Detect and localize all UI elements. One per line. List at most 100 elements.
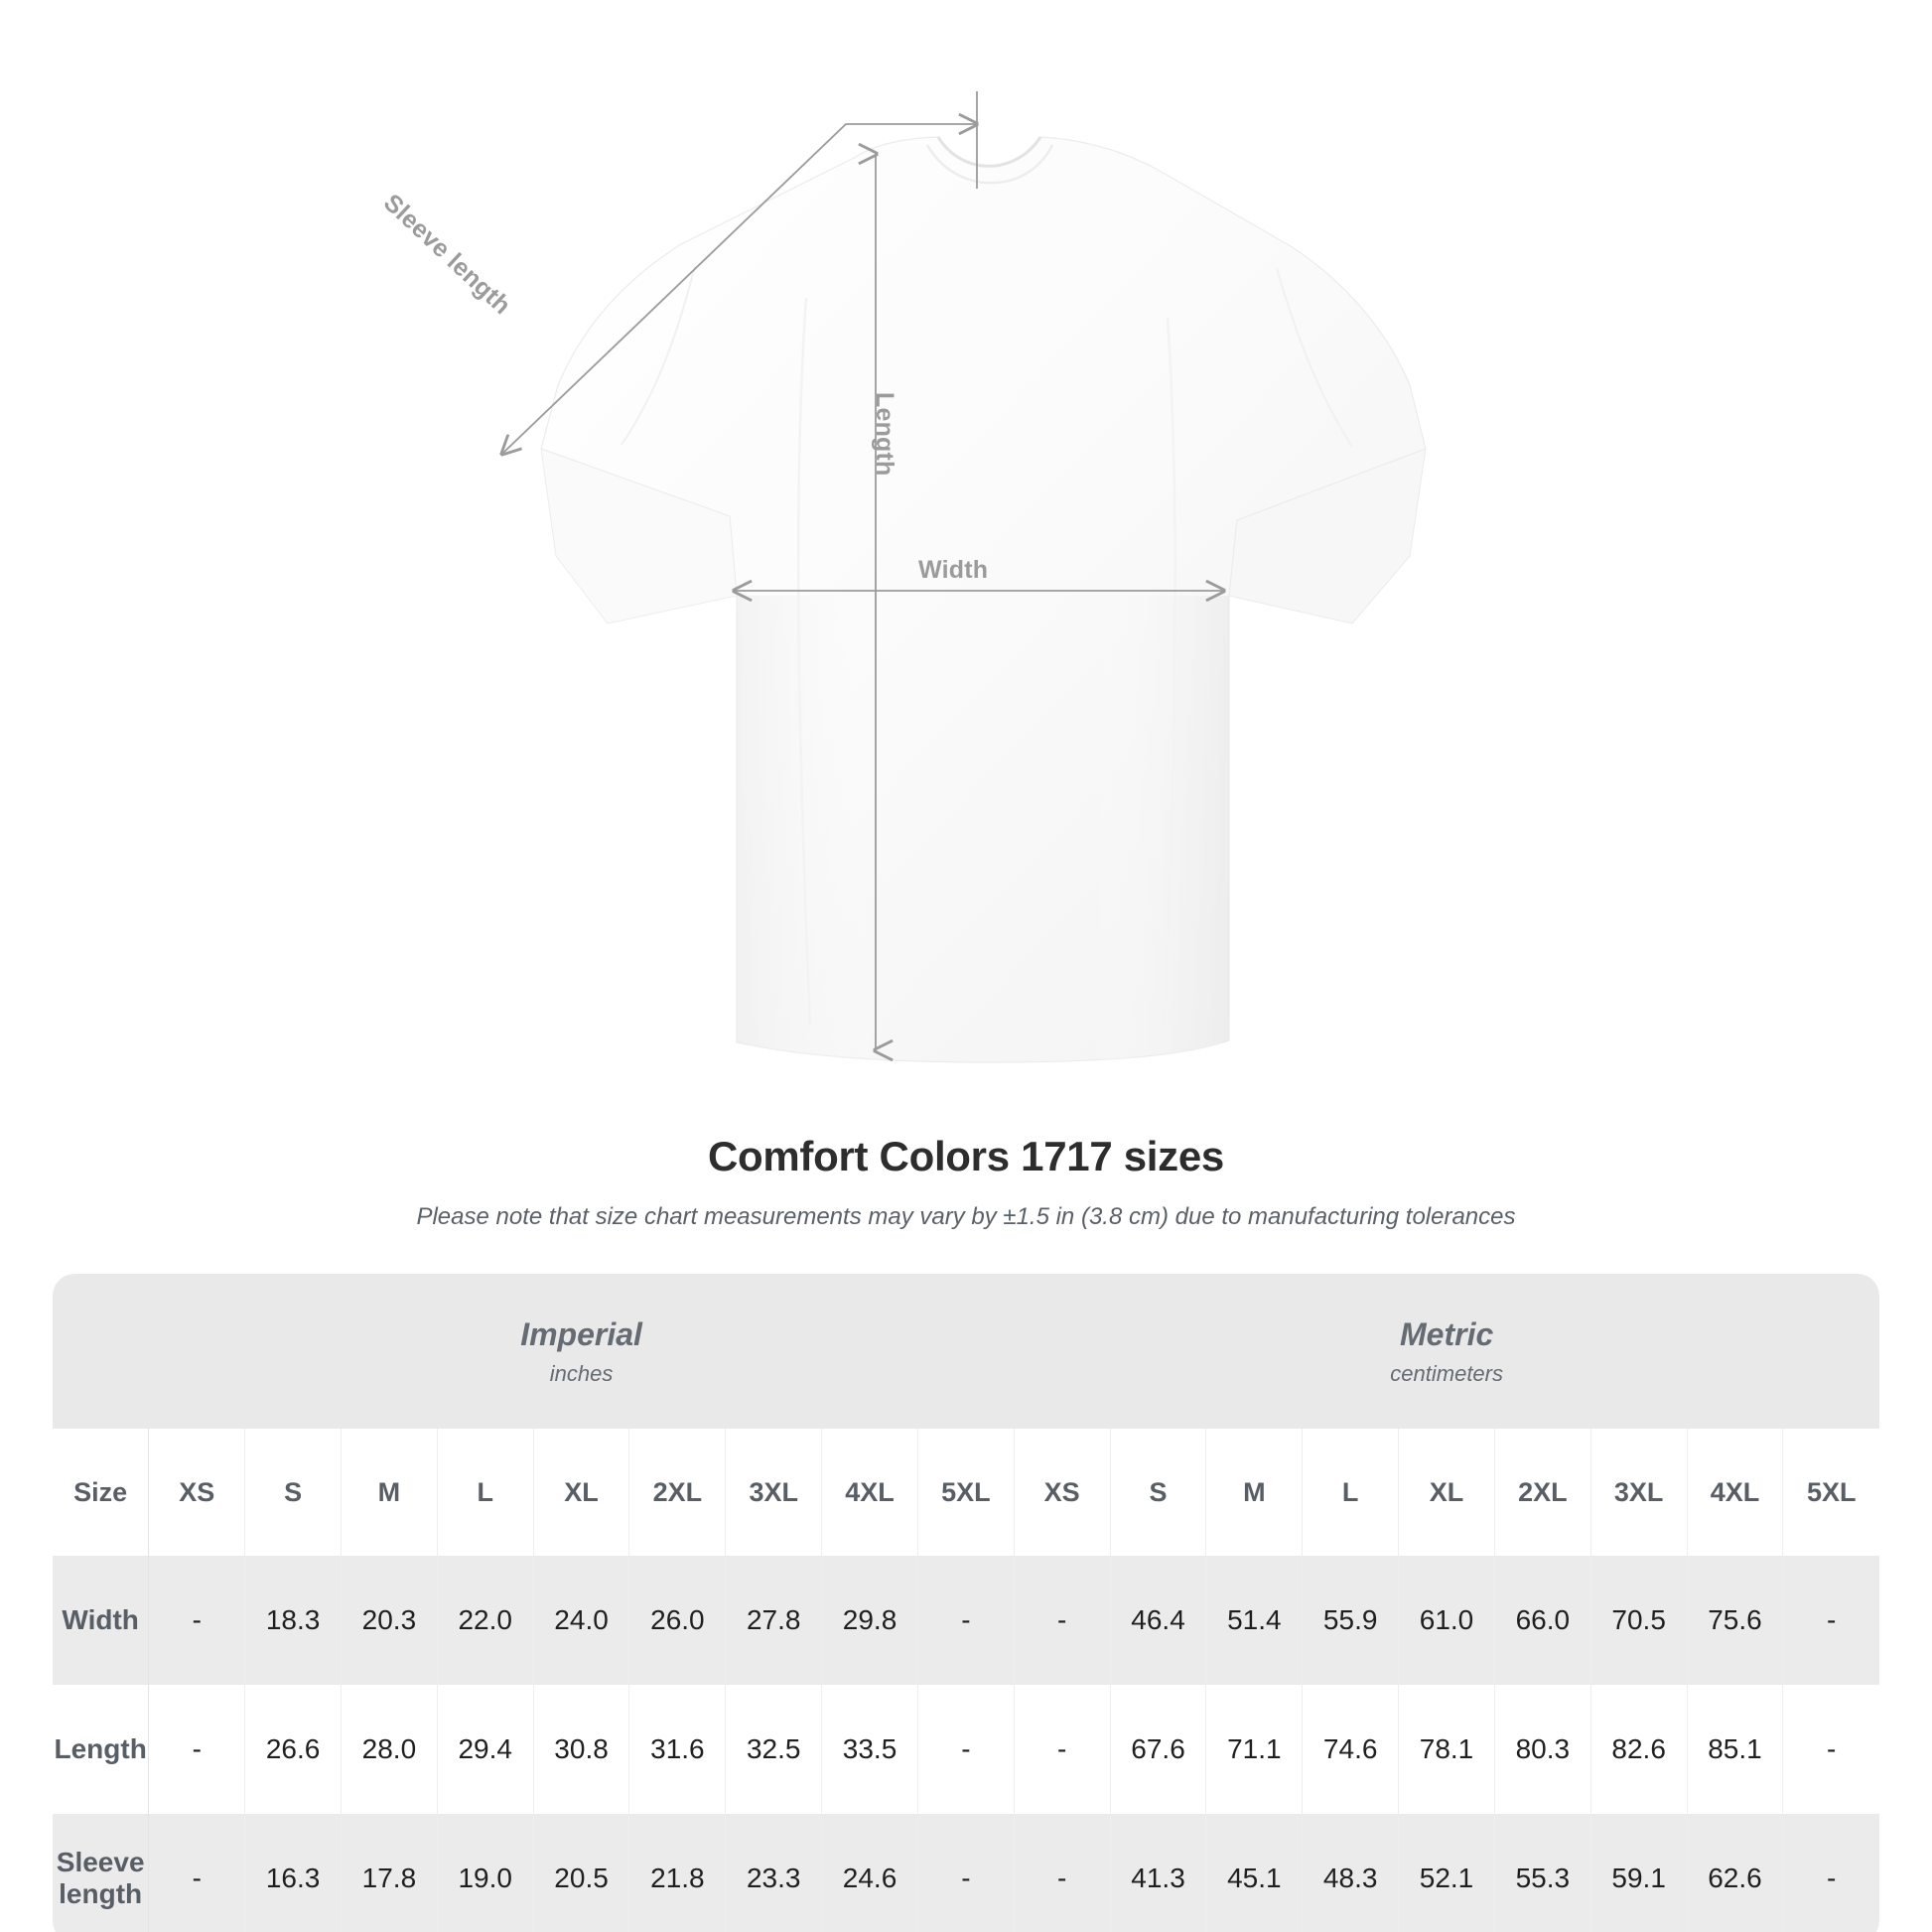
size-header-metric-xl: XL: [1398, 1429, 1495, 1556]
size-header-imperial-4xl: 4XL: [821, 1429, 918, 1556]
size-header-metric-s: S: [1110, 1429, 1207, 1556]
cell-sleeve-metric-s: 41.3: [1110, 1814, 1207, 1932]
cell-length-metric-5xl: -: [1782, 1685, 1879, 1814]
row-label-length: Length: [53, 1685, 150, 1814]
size-header-imperial-l: L: [437, 1429, 534, 1556]
cell-length-metric-xs: -: [1013, 1685, 1111, 1814]
tshirt-diagram: Sleeve length Length Width: [0, 91, 1427, 1063]
size-header-metric-m: M: [1205, 1429, 1304, 1556]
cell-sleeve-metric-4xl: 62.6: [1687, 1814, 1784, 1932]
cell-length-imperial-2xl: 31.6: [628, 1685, 727, 1814]
cell-width-imperial-s: 18.3: [244, 1556, 342, 1685]
size-header-metric-xs: XS: [1013, 1429, 1111, 1556]
cell-sleeve-imperial-l: 19.0: [437, 1814, 534, 1932]
size-header-imperial-xl: XL: [533, 1429, 630, 1556]
unit-sub-metric: centimeters: [1390, 1360, 1503, 1386]
unit-header-imperial: Imperial inches: [148, 1274, 1015, 1429]
size-table-container: Imperial inches Metric centimeters Size …: [53, 1274, 1879, 1932]
width-label: Width: [918, 556, 989, 584]
cell-sleeve-metric-l: 48.3: [1302, 1814, 1400, 1932]
cell-width-metric-4xl: 75.6: [1687, 1556, 1784, 1685]
tshirt-illustration: [0, 91, 1427, 1063]
cell-length-imperial-l: 29.4: [437, 1685, 534, 1814]
size-header-imperial-s: S: [244, 1429, 342, 1556]
cell-length-imperial-xl: 30.8: [533, 1685, 630, 1814]
cell-length-imperial-5xl: -: [917, 1685, 1015, 1814]
unit-sub-imperial: inches: [549, 1360, 614, 1386]
table-row-length: Length - 26.6 28.0 29.4 30.8 31.6 32.5 3…: [53, 1685, 1879, 1814]
cell-length-imperial-3xl: 32.5: [725, 1685, 823, 1814]
cell-length-metric-m: 71.1: [1205, 1685, 1304, 1814]
unit-name-imperial: Imperial: [520, 1315, 642, 1352]
cell-sleeve-imperial-4xl: 24.6: [821, 1814, 918, 1932]
tshirt-body-shape: [540, 136, 1427, 1063]
cell-sleeve-imperial-xs: -: [148, 1814, 246, 1932]
cell-sleeve-metric-3xl: 59.1: [1590, 1814, 1688, 1932]
unit-header-row: Imperial inches Metric centimeters: [53, 1274, 1879, 1429]
cell-length-imperial-m: 28.0: [341, 1685, 438, 1814]
cell-sleeve-metric-5xl: -: [1782, 1814, 1879, 1932]
tolerance-note: Please note that size chart measurements…: [416, 1203, 1516, 1231]
size-header-imperial-xs: XS: [148, 1429, 246, 1556]
unit-header-metric: Metric centimeters: [1014, 1274, 1879, 1429]
size-header-metric-2xl: 2XL: [1494, 1429, 1591, 1556]
size-header-metric-3xl: 3XL: [1590, 1429, 1688, 1556]
size-header-imperial-5xl: 5XL: [917, 1429, 1015, 1556]
size-header-imperial-3xl: 3XL: [725, 1429, 823, 1556]
cell-length-imperial-xs: -: [148, 1685, 246, 1814]
cell-sleeve-imperial-5xl: -: [917, 1814, 1015, 1932]
size-header-metric-5xl: 5XL: [1782, 1429, 1879, 1556]
cell-width-imperial-4xl: 29.8: [821, 1556, 918, 1685]
size-header-imperial-m: M: [341, 1429, 438, 1556]
cell-length-imperial-4xl: 33.5: [821, 1685, 918, 1814]
size-chart-body: Imperial inches Metric centimeters Size …: [53, 1274, 1879, 1932]
cell-length-metric-s: 67.6: [1110, 1685, 1207, 1814]
cell-length-metric-l: 74.6: [1302, 1685, 1400, 1814]
cell-width-metric-5xl: -: [1782, 1556, 1879, 1685]
cell-sleeve-metric-2xl: 55.3: [1494, 1814, 1591, 1932]
size-header-metric-4xl: 4XL: [1687, 1429, 1784, 1556]
cell-sleeve-imperial-m: 17.8: [341, 1814, 438, 1932]
sleeve-length-leader: [503, 123, 968, 453]
size-header-metric-l: L: [1302, 1429, 1400, 1556]
cell-width-imperial-2xl: 26.0: [628, 1556, 727, 1685]
cell-sleeve-imperial-xl: 20.5: [533, 1814, 630, 1932]
cell-sleeve-imperial-2xl: 21.8: [628, 1814, 727, 1932]
page-title: Comfort Colors 1717 sizes: [707, 1133, 1224, 1179]
cell-length-metric-3xl: 82.6: [1590, 1685, 1688, 1814]
table-row-sleeve-length: Sleeve length - 16.3 17.8 19.0 20.5 21.8…: [53, 1814, 1879, 1932]
size-header-row: Size XS S M L XL 2XL 3XL 4XL 5XL XS S M …: [53, 1429, 1879, 1556]
cell-width-metric-m: 51.4: [1205, 1556, 1304, 1685]
cell-width-metric-l: 55.9: [1302, 1556, 1400, 1685]
size-header-label: Size: [53, 1429, 150, 1556]
cell-width-imperial-m: 20.3: [341, 1556, 438, 1685]
cell-width-metric-xs: -: [1013, 1556, 1111, 1685]
table-row-width: Width - 18.3 20.3 22.0 24.0 26.0 27.8 29…: [53, 1556, 1879, 1685]
length-label: Length: [871, 392, 898, 477]
cell-length-metric-2xl: 80.3: [1494, 1685, 1591, 1814]
row-label-sleeve-length: Sleeve length: [53, 1814, 150, 1932]
cell-width-metric-s: 46.4: [1110, 1556, 1207, 1685]
cell-sleeve-metric-xl: 52.1: [1398, 1814, 1495, 1932]
chart-heading: Comfort Colors 1717 sizes Please note th…: [0, 1132, 1932, 1233]
cell-length-imperial-s: 26.6: [244, 1685, 342, 1814]
cell-width-imperial-5xl: -: [917, 1556, 1015, 1685]
unit-name-metric: Metric: [1400, 1315, 1494, 1352]
cell-width-imperial-3xl: 27.8: [725, 1556, 823, 1685]
cell-width-imperial-xl: 24.0: [533, 1556, 630, 1685]
size-header-imperial-2xl: 2XL: [628, 1429, 727, 1556]
cell-sleeve-imperial-s: 16.3: [244, 1814, 342, 1932]
cell-length-metric-4xl: 85.1: [1687, 1685, 1784, 1814]
size-chart-table: Imperial inches Metric centimeters Size …: [53, 1274, 1879, 1932]
cell-sleeve-metric-m: 45.1: [1205, 1814, 1304, 1932]
unit-header-spacer: [53, 1274, 149, 1429]
cell-width-metric-2xl: 66.0: [1494, 1556, 1591, 1685]
cell-width-metric-3xl: 70.5: [1590, 1556, 1688, 1685]
cell-width-imperial-l: 22.0: [437, 1556, 534, 1685]
row-label-width: Width: [53, 1556, 150, 1685]
cell-width-imperial-xs: -: [148, 1556, 246, 1685]
measurement-guides: [503, 91, 1223, 1050]
cell-sleeve-imperial-3xl: 23.3: [725, 1814, 823, 1932]
cell-sleeve-metric-xs: -: [1013, 1814, 1111, 1932]
